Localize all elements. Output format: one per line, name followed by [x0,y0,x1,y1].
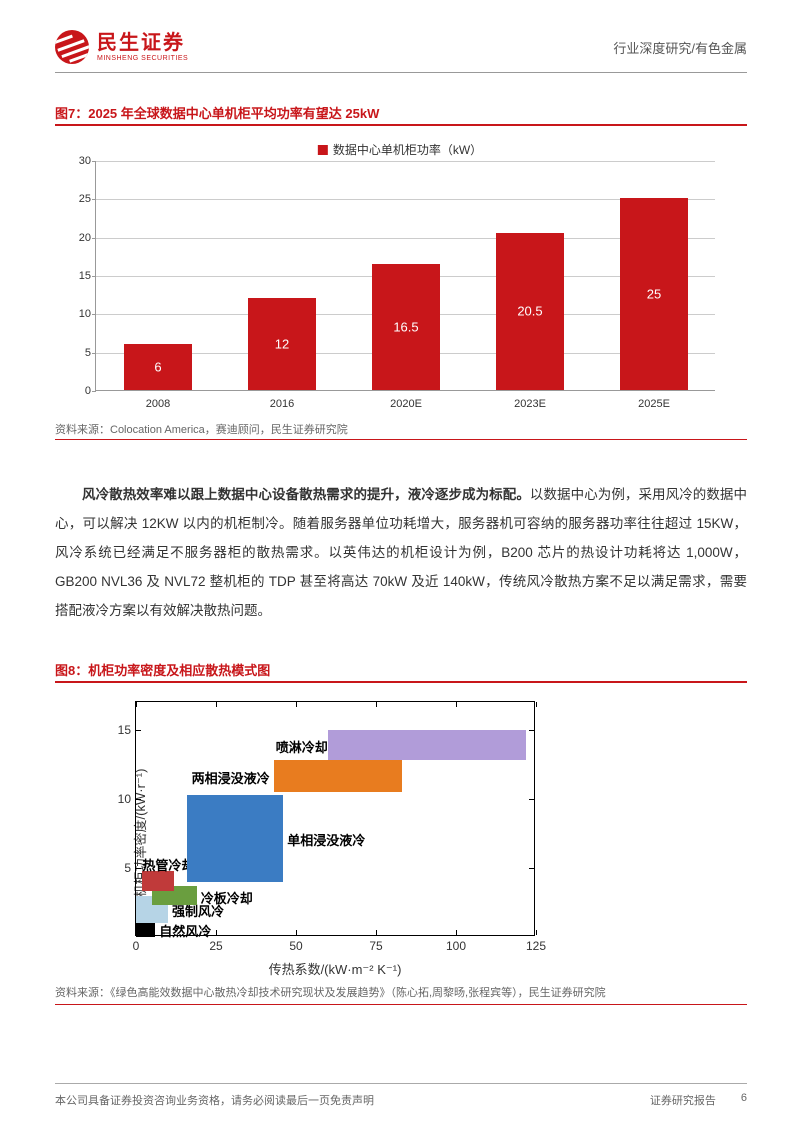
chart8-ytick: 10 [111,792,131,806]
chart8-title-underline [55,681,747,683]
chart7-bar-value: 6 [124,360,192,375]
chart7-bar-value: 16.5 [372,319,440,334]
chart8-xtick: 50 [289,939,302,953]
page-number: 6 [741,1092,747,1108]
chart8-block-label: 两相浸没液冷 [192,768,270,787]
chart8-block-label: 自然风冷 [159,921,211,940]
chart7-bottom-line [55,439,747,440]
chart7-bar: 25 [620,198,688,390]
chart8-block-label: 冷板冷却 [201,888,253,907]
chart7-xtick: 2016 [270,398,294,410]
chart7-bar: 12 [248,298,316,390]
chart8-xtick: 100 [446,939,466,953]
header-divider [55,72,747,73]
chart7-ytick: 30 [66,155,91,167]
chart7-xtick: 2023E [514,398,546,410]
logo: 民生证券 MINSHENG SECURITIES [55,30,188,64]
footer-divider [55,1083,747,1084]
legend-color-box [318,145,328,155]
chart8-ytick: 5 [111,861,131,875]
chart7-ytick: 20 [66,232,91,244]
chart7-bar-value: 25 [620,287,688,302]
chart8-block-label: 单相浸没液冷 [287,830,365,849]
chart8-block [142,871,174,892]
chart7-bar: 20.5 [496,233,564,390]
chart7-xtick: 2008 [146,398,170,410]
chart8-block [274,760,402,792]
paragraph-lead: 风冷散热效率难以跟上数据中心设备散热需求的提升，液冷逐步成为标配。 [82,487,530,502]
chart7-ytick: 15 [66,270,91,282]
chart7-ytick: 10 [66,308,91,320]
chart8-ytick: 15 [111,723,131,737]
chart7-ytick: 0 [66,385,91,397]
chart7-legend: 数据中心单机柜功率（kW） [318,141,482,158]
chart8-source: 资料来源：《绿色高能效数据中心散热冷却技术研究现状及发展趋势》（陈心拓,周黎旸,… [55,985,747,1002]
chart8-bottom-line [55,1004,747,1005]
chart7-bar-value: 12 [248,337,316,352]
chart7-gridline [96,161,715,162]
chart7-bar-value: 20.5 [496,304,564,319]
chart8-xtick: 0 [133,939,140,953]
chart8-xtick: 125 [526,939,546,953]
chart8-xtick: 75 [369,939,382,953]
chart7-plot-area: 0510152025306200812201616.52020E20.52023… [95,161,715,391]
chart8-xtick: 25 [209,939,222,953]
chart7-ytick: 5 [66,347,91,359]
chart8: 机柜功率密度/(kW·r⁻¹) 510150255075100125自然风冷强制… [75,693,555,973]
body-paragraph: 风冷散热效率难以跟上数据中心设备散热需求的提升，液冷逐步成为标配。以数据中心为例… [55,480,747,625]
chart7-xtick: 2025E [638,398,670,410]
logo-text-en: MINSHENG SECURITIES [97,55,188,62]
page-footer: 本公司具备证券投资咨询业务资格，请务必阅读最后一页免责声明 证券研究报告 6 [55,1083,747,1108]
logo-icon [55,30,89,64]
chart8-plot-area: 510150255075100125自然风冷强制风冷冷板冷却热管冷却单相浸没液冷… [135,701,535,936]
chart8-title: 图8：机柜功率密度及相应散热模式图 [55,660,747,679]
chart7-bar: 6 [124,344,192,390]
paragraph-body: 以数据中心为例，采用风冷的数据中心，可以解决 12KW 以内的机柜制冷。随着服务… [55,487,747,618]
chart7: 数据中心单机柜功率（kW） 0 5 10 15 20 25 30 6 2008 12 2016 16.… [55,136,745,416]
logo-text-cn: 民生证券 [97,33,188,53]
chart7-ytick: 25 [66,193,91,205]
chart7-title: 图7：2025 年全球数据中心单机柜平均功率有望达 25kW [55,103,747,122]
header-category: 行业深度研究/有色金属 [613,38,747,57]
chart8-block [187,795,283,882]
chart7-source: 资料来源：Colocation America，赛迪顾问，民生证券研究院 [55,421,747,437]
chart8-block-label: 喷淋冷却 [276,737,328,756]
chart7-legend-label: 数据中心单机柜功率（kW） [333,141,482,158]
chart7-bar: 16.5 [372,264,440,391]
footer-report-label: 证券研究报告 [650,1092,716,1108]
chart8-xlabel: 传热系数/(kW·m⁻² K⁻¹) [269,959,402,978]
chart7-title-underline [55,124,747,126]
page-header: 民生证券 MINSHENG SECURITIES 行业深度研究/有色金属 [0,0,802,72]
footer-disclaimer: 本公司具备证券投资咨询业务资格，请务必阅读最后一页免责声明 [55,1092,374,1108]
chart7-xtick: 2020E [390,398,422,410]
chart8-block [328,730,526,760]
